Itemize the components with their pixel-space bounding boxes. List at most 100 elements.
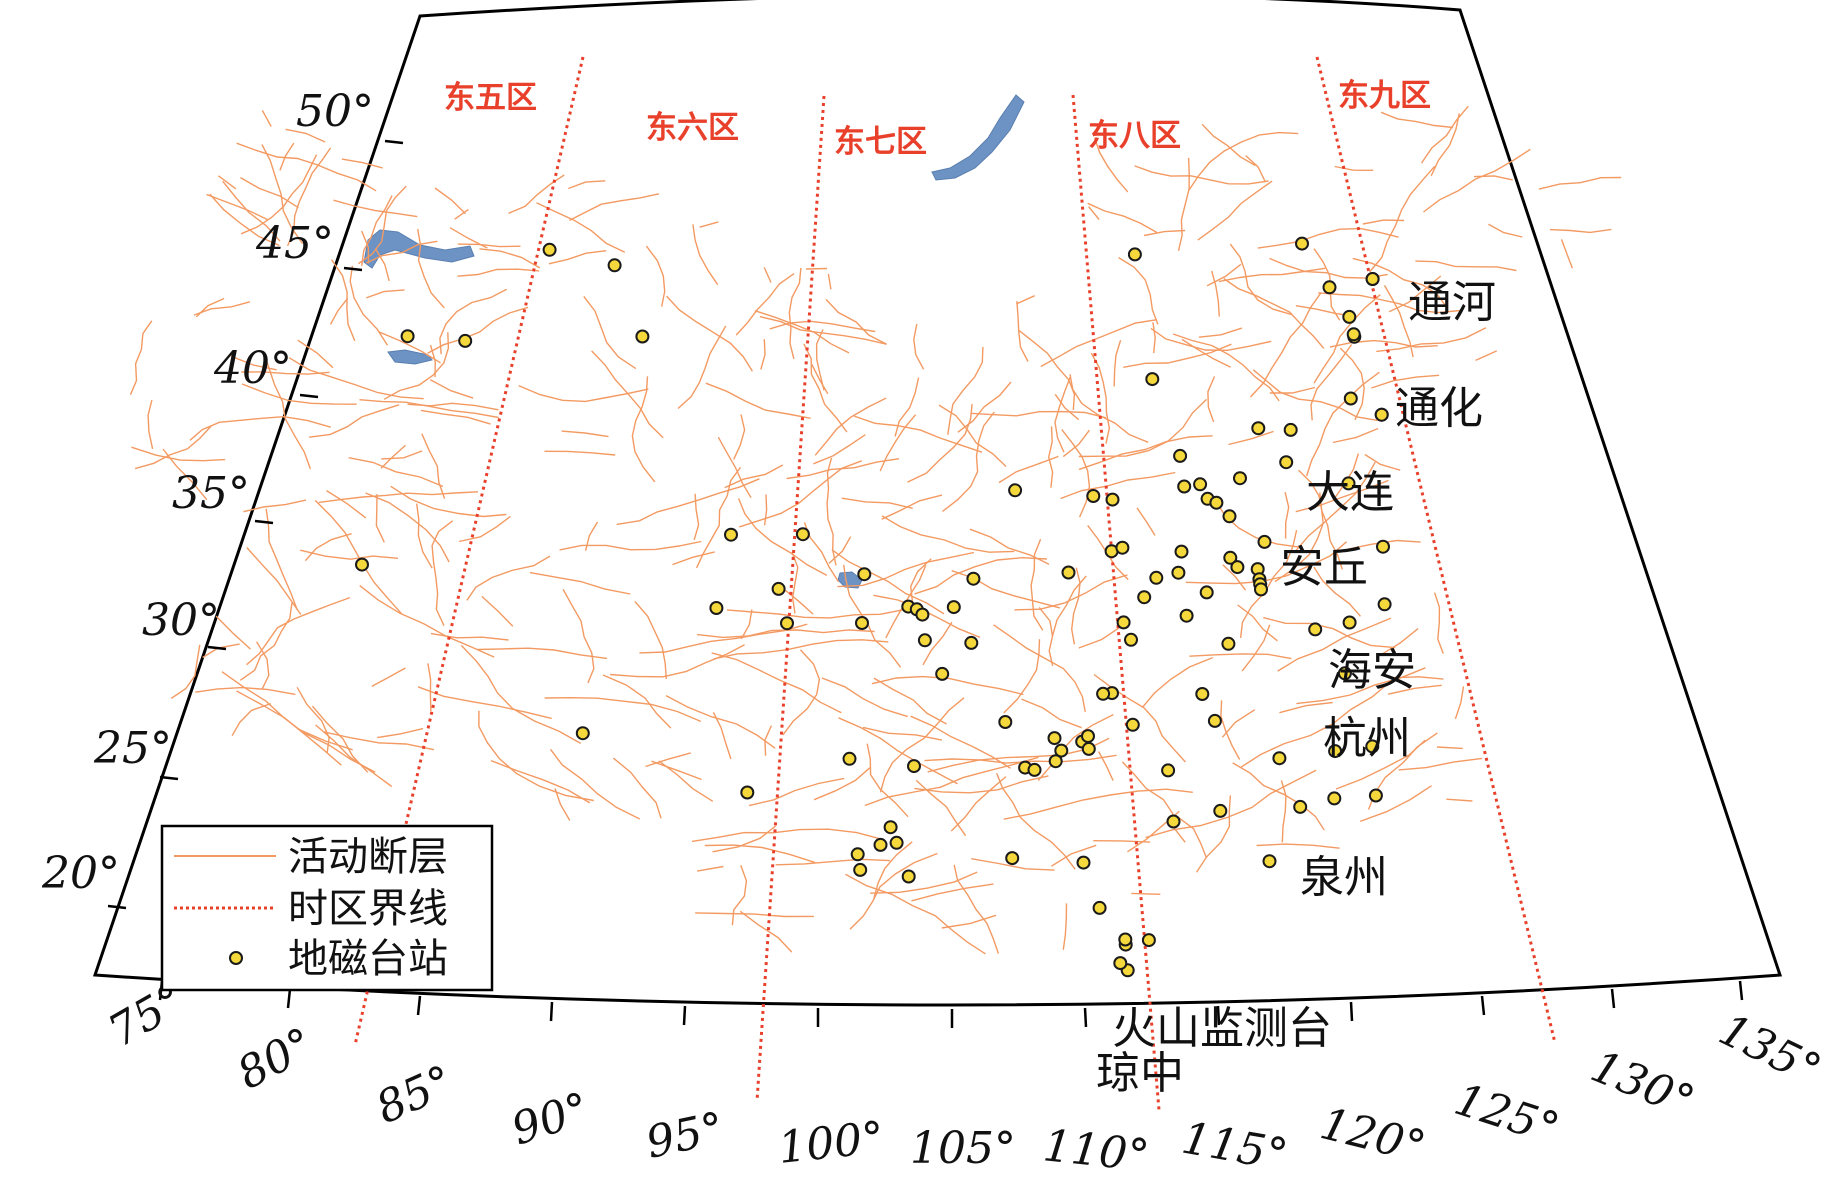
fault-line — [1488, 223, 1523, 238]
fault-line — [1232, 762, 1325, 831]
city-label-tonghe: 通河 — [1408, 277, 1496, 328]
station-marker — [1047, 731, 1062, 746]
fault-line — [330, 259, 356, 342]
station-marker — [1233, 471, 1247, 486]
fault-line — [1054, 376, 1072, 453]
station-marker — [1008, 483, 1023, 498]
station-marker — [946, 600, 961, 615]
fault-line — [692, 224, 719, 286]
lon-label-105: 105° — [910, 1123, 1016, 1174]
fault-line — [969, 528, 1050, 565]
fault-line — [1206, 263, 1242, 287]
city-label-anqiu: 安丘 — [1280, 542, 1368, 593]
fault-line — [740, 609, 753, 640]
lon-label-110: 110° — [1041, 1120, 1152, 1181]
station-marker — [1272, 751, 1287, 766]
station-marker — [1209, 495, 1224, 510]
legend-station-swatch — [229, 951, 243, 965]
fault-line — [873, 594, 981, 639]
fault-line — [265, 508, 298, 611]
lon-label-115: 115° — [1178, 1113, 1291, 1181]
station-marker — [1193, 477, 1208, 492]
fault-line — [1172, 333, 1280, 402]
fault-line — [479, 248, 541, 269]
fault-line — [845, 873, 986, 955]
station-marker — [607, 258, 622, 273]
fault-line — [1062, 903, 1068, 950]
fault-line — [733, 414, 746, 460]
fault-line — [431, 520, 454, 626]
fault-line — [827, 273, 832, 290]
station-marker — [1171, 565, 1186, 580]
fault-line — [1392, 676, 1444, 680]
fault-line — [1093, 840, 1151, 843]
station-marker — [1054, 743, 1069, 758]
station-marker — [907, 759, 921, 774]
zone-label-e6: 东六区 — [646, 110, 739, 146]
station-marker — [1295, 236, 1309, 251]
fault-line — [712, 825, 777, 853]
fault-line — [375, 493, 385, 543]
legend-timezone-label: 时区界线 — [288, 886, 448, 932]
fault-line — [803, 343, 848, 433]
fault-line — [634, 601, 667, 680]
fault-line — [1093, 137, 1129, 193]
fault-line — [1371, 374, 1440, 389]
fault-line — [548, 250, 607, 265]
fault-line — [1263, 616, 1396, 649]
fault-line — [1141, 656, 1213, 708]
station-marker — [1377, 597, 1392, 612]
station-marker — [1279, 455, 1294, 470]
fault-line — [1313, 566, 1362, 617]
fault-line — [1339, 347, 1365, 421]
fault-line — [1228, 430, 1274, 446]
fault-line — [813, 767, 871, 801]
city-label-dalian: 大连 — [1306, 467, 1394, 518]
fault-line — [583, 295, 637, 370]
fault-line — [131, 446, 226, 462]
fault-line — [359, 585, 495, 658]
fault-line — [286, 147, 332, 247]
fault-line — [1016, 301, 1029, 362]
fault-line — [713, 639, 889, 660]
station-marker — [1125, 717, 1140, 732]
station-marker — [1221, 636, 1236, 651]
fault-line — [849, 852, 938, 930]
station-marker — [709, 601, 724, 615]
fault-line — [1134, 165, 1269, 185]
fault-line — [1185, 541, 1348, 585]
fault-line — [407, 402, 499, 411]
fault-line — [147, 399, 154, 450]
fault-line — [454, 208, 469, 220]
legend: 活动断层 时区界线 地磁台站 — [160, 824, 494, 992]
fault-line — [1423, 148, 1531, 213]
lon-tick-135 — [1738, 980, 1744, 1001]
lat-tick-40 — [299, 393, 319, 399]
station-marker — [1081, 729, 1095, 744]
fault-line — [241, 383, 357, 405]
fault-line — [1239, 529, 1298, 638]
fault-line — [544, 450, 616, 456]
station-marker — [1341, 476, 1356, 491]
fault-line — [612, 757, 662, 819]
fault-line — [288, 357, 424, 400]
lon-tick-80 — [286, 988, 292, 1009]
station-marker — [1048, 754, 1063, 769]
fault-line — [241, 371, 330, 375]
fault-line — [427, 663, 432, 712]
fault-line — [826, 457, 837, 566]
fault-line — [639, 623, 808, 654]
fault-line — [610, 644, 745, 678]
station-marker — [857, 567, 872, 582]
fault-line — [554, 788, 571, 821]
fault-line — [1295, 479, 1389, 513]
fault-line — [215, 615, 251, 650]
station-marker — [1195, 687, 1210, 701]
fault-line — [304, 533, 352, 562]
fault-line — [1446, 798, 1473, 802]
fault-line — [417, 228, 445, 309]
fault-line — [1436, 746, 1463, 750]
lat-tick-50 — [384, 139, 404, 145]
fault-line — [380, 444, 406, 469]
station-marker — [1118, 932, 1133, 947]
